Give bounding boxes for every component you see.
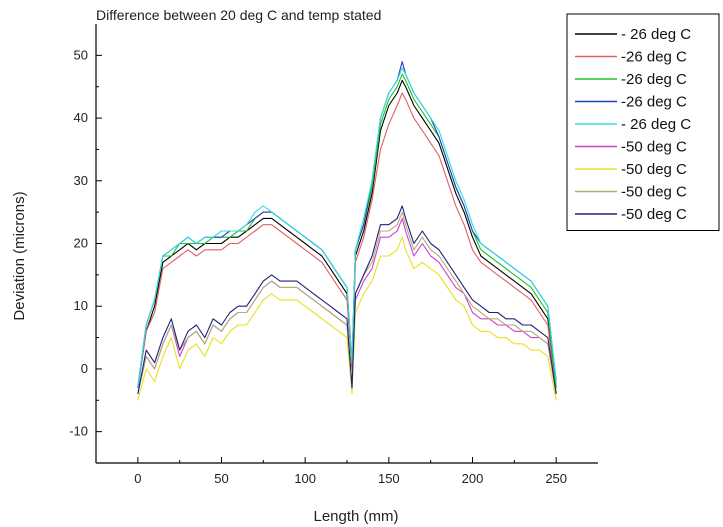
x-tick-label: 0	[134, 471, 141, 486]
plot-area	[137, 61, 557, 401]
x-tick-label: 50	[214, 471, 228, 486]
axes: -10 0 10 20 30 40 50 0 50 100 150 200 250	[69, 24, 598, 486]
legend: - 26 deg C -26 deg C -26 deg C -26 deg C - 2…	[566, 13, 720, 231]
legend-box	[566, 13, 720, 231]
legend-label: -50 deg C	[621, 161, 687, 178]
legend-label: -26 deg C	[621, 71, 687, 88]
legend-label: -50 deg C	[621, 206, 687, 223]
legend-label: -50 deg C	[621, 184, 687, 201]
x-tick-label: 150	[378, 471, 400, 486]
legend-label: -26 deg C	[621, 94, 687, 111]
y-tick-label: 0	[81, 361, 88, 376]
x-tick-label: 200	[462, 471, 484, 486]
legend-label: -50 deg C	[621, 139, 687, 156]
y-tick-label: 40	[74, 110, 88, 125]
x-tick-label: 250	[545, 471, 567, 486]
y-tick-label: 50	[74, 47, 88, 62]
legend-label: - 26 deg C	[621, 26, 691, 43]
y-tick-label: 10	[74, 298, 88, 313]
y-tick-label: 20	[74, 236, 88, 251]
y-axis-label: Deviation (microns)	[11, 191, 28, 320]
y-tick-label: -10	[69, 424, 88, 439]
legend-label: - 26 deg C	[621, 116, 691, 133]
chart-title: Difference between 20 deg C and temp sta…	[96, 7, 381, 23]
series-line-7	[137, 236, 557, 401]
x-axis-label: Length (mm)	[313, 508, 398, 525]
x-tick-label: 100	[294, 471, 316, 486]
series-line-2	[137, 92, 557, 395]
series-line-9	[137, 205, 557, 395]
series-line-5	[137, 67, 557, 388]
legend-label: -26 deg C	[621, 49, 687, 66]
y-tick-label: 30	[74, 173, 88, 188]
